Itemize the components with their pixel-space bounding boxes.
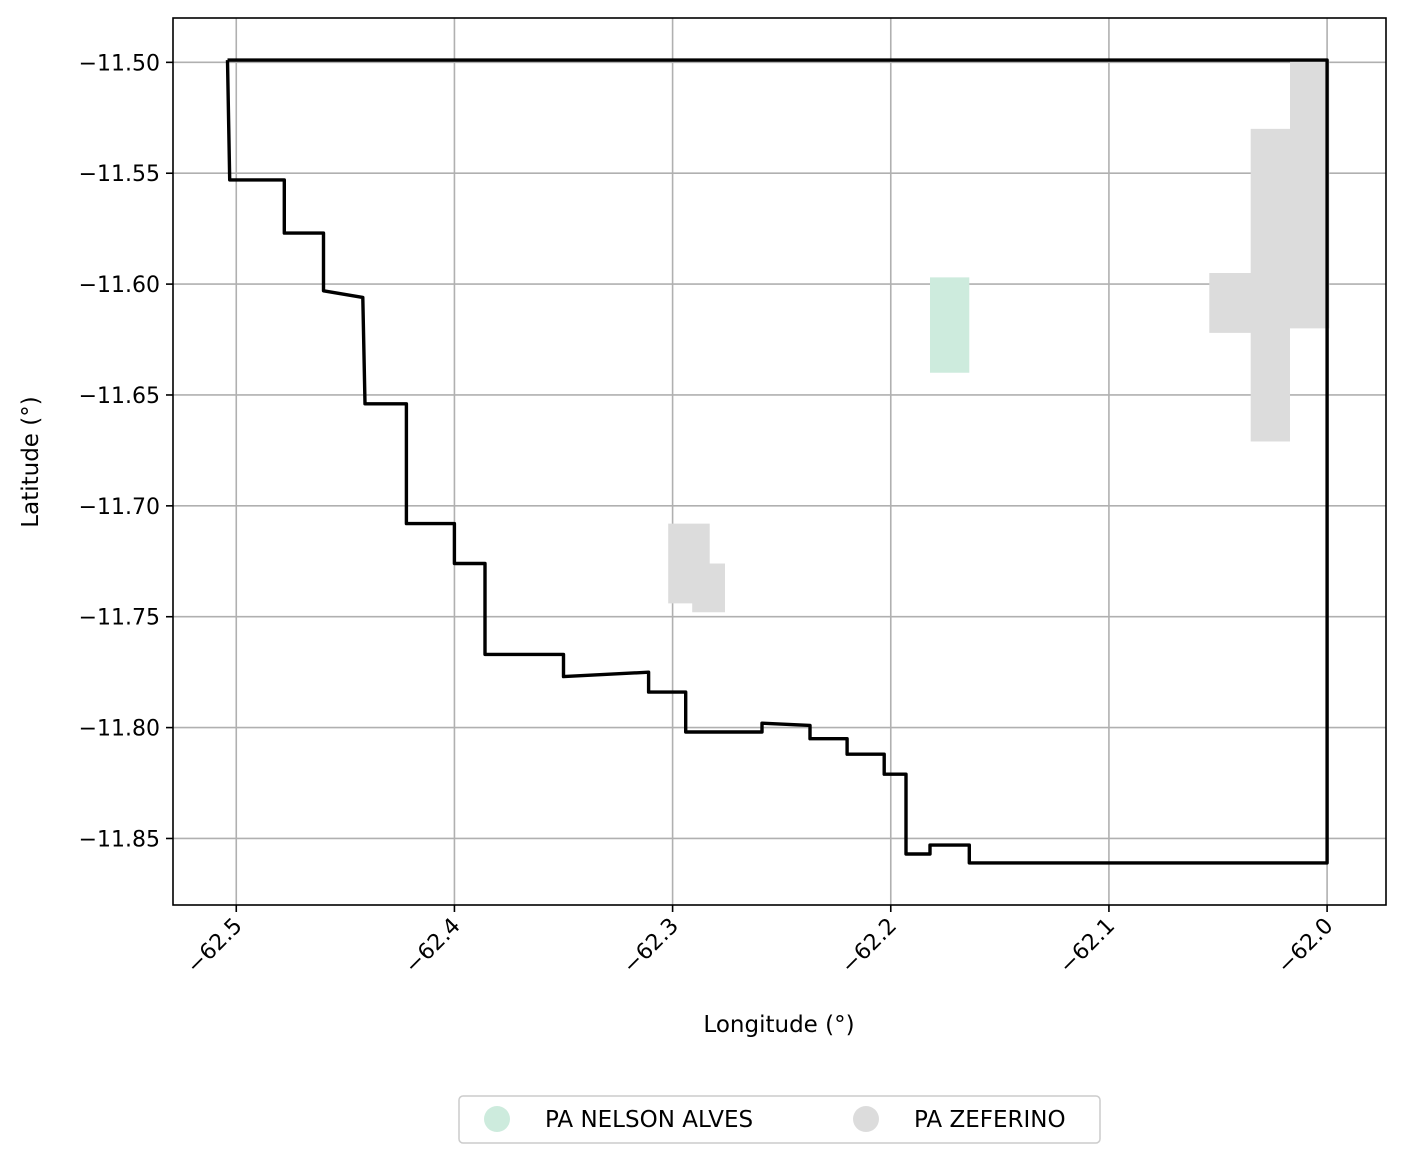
municipality-boundary: [225, 58, 1329, 865]
legend-label: PA NELSON ALVES: [545, 1107, 753, 1133]
plot-background: [173, 18, 1386, 905]
y-axis-label: Latitude (°): [18, 396, 44, 527]
x-tick-label: −62.5: [182, 914, 247, 979]
area-pa-nelson-alves: [930, 277, 970, 373]
plot-frame: [172, 17, 1387, 906]
x-tick-label: −62.4: [400, 914, 465, 979]
y-tick-label: −11.80: [79, 717, 160, 742]
areas-layer: [668, 60, 1330, 613]
area-pa-zeferino: [1209, 60, 1330, 442]
legend-marker: [853, 1106, 879, 1132]
y-tick-label: −11.75: [79, 606, 160, 631]
y-tick-label: −11.65: [79, 384, 160, 409]
y-tick-label: −11.55: [79, 162, 160, 187]
boundary-layer: [225, 58, 1329, 865]
x-axis-label: Longitude (°): [703, 1012, 854, 1038]
y-tick-label: −11.50: [79, 51, 160, 76]
x-tick-label: −62.2: [837, 914, 902, 979]
x-tick-label: −62.3: [618, 914, 683, 979]
x-axis: −62.5 −62.4 −62.3 −62.2 −62.1 −62.0: [182, 905, 1338, 979]
legend-marker: [484, 1106, 510, 1132]
x-tick-label: −62.0: [1273, 914, 1338, 979]
legend-label: PA ZEFERINO: [914, 1107, 1066, 1133]
y-tick-label: −11.70: [79, 495, 160, 520]
y-tick-label: −11.60: [79, 273, 160, 298]
legend: PA NELSON ALVES PA ZEFERINO: [458, 1095, 1101, 1144]
y-tick-label: −11.85: [79, 827, 160, 852]
x-tick-label: −62.1: [1055, 914, 1120, 979]
legend-frame: [458, 1095, 1101, 1144]
y-axis: −11.50 −11.55 −11.60 −11.65 −11.70 −11.75 −11.…: [79, 51, 173, 852]
area-pa-zeferino: [668, 523, 725, 613]
